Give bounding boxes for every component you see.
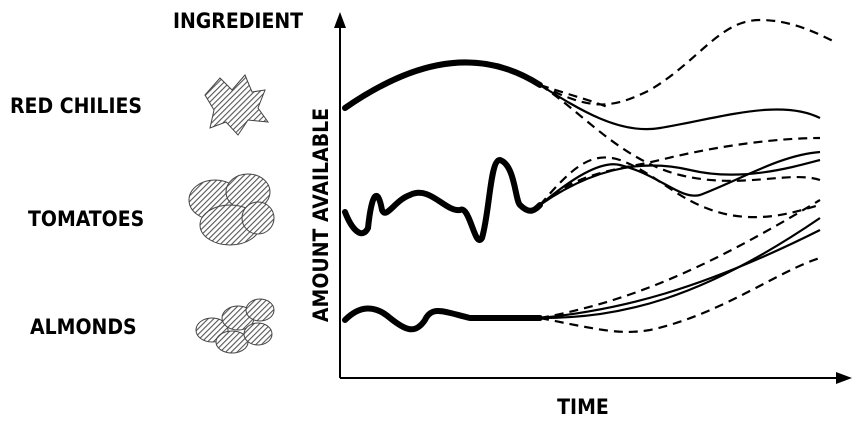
ingredient-label: ALMONDS xyxy=(30,315,137,339)
ingredient-label: RED CHILIES xyxy=(10,94,142,118)
almond-icon xyxy=(196,299,274,353)
y-axis-label: AMOUNT AVAILABLE xyxy=(309,108,333,322)
figure: INGREDIENT RED CHILIES TOMATOES ALMONDS … xyxy=(0,0,860,425)
header-title: INGREDIENT xyxy=(173,9,303,33)
almond-curves xyxy=(345,200,820,332)
x-axis-label: TIME xyxy=(557,395,609,419)
ingredient-label: TOMATOES xyxy=(28,207,144,231)
chili-icon xyxy=(205,75,268,135)
tomato-icon xyxy=(189,174,274,245)
tomato-curves xyxy=(345,138,820,240)
chili-curves xyxy=(345,20,835,181)
